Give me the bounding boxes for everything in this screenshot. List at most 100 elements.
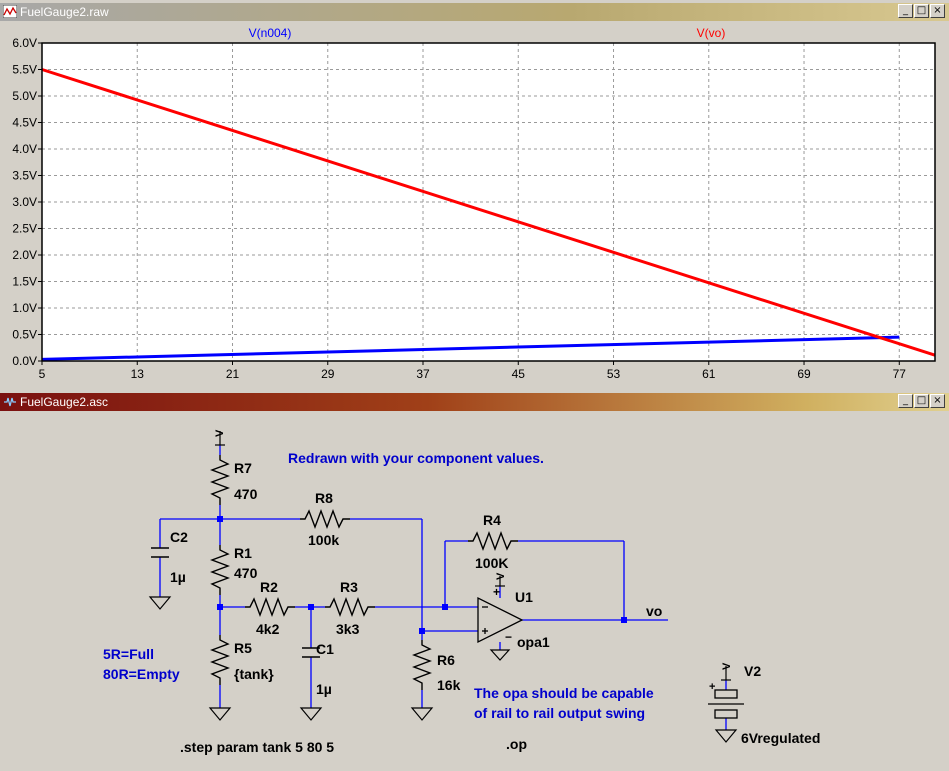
waveform-plot[interactable]: V(n004) V(vo) 0.0V 0.5V 1.0V 1.5V 2.0V 2.5V 3.…: [0, 21, 949, 392]
r7-value: 470: [234, 486, 258, 502]
directive-step: .step param tank 5 80 5: [180, 739, 334, 755]
waveform-icon: [3, 5, 17, 18]
resistor-r3-icon[interactable]: [325, 597, 375, 617]
r4-value: 100K: [475, 555, 508, 571]
y-tick-label: 3.5V: [12, 169, 37, 183]
y-tick-label: 5.0V: [12, 89, 37, 103]
r3-name: R3: [340, 579, 358, 595]
r5-value: {tank}: [234, 666, 274, 682]
comment-opa-line1: The opa should be capable: [474, 685, 654, 701]
close-button[interactable]: ×: [930, 4, 945, 18]
opamp-u1-icon[interactable]: [477, 596, 524, 644]
supply-flag-icon: [721, 666, 731, 681]
supply-label: V: [495, 572, 507, 580]
r8-name: R8: [315, 490, 333, 506]
u1-value: opa1: [517, 634, 550, 650]
y-tick-label: 5.5V: [12, 63, 37, 77]
ground-icon: [489, 649, 511, 661]
trace-vvo[interactable]: [41, 68, 936, 357]
resistor-r4-icon[interactable]: [468, 531, 518, 551]
schematic-canvas[interactable]: V V V + − +: [0, 411, 949, 771]
x-tick-label: 29: [321, 367, 335, 381]
comment-opa-line2: of rail to rail output swing: [474, 705, 645, 721]
ground-icon: [148, 596, 172, 610]
legend-vn004[interactable]: V(n004): [249, 26, 292, 40]
r4-name: R4: [483, 512, 501, 528]
junctions: [217, 516, 627, 634]
r3-value: 3k3: [336, 621, 360, 637]
c2-value: 1µ: [170, 569, 186, 585]
directive-op: .op: [506, 736, 527, 752]
u1-name: U1: [515, 589, 533, 605]
minimize-button[interactable]: _: [898, 4, 913, 18]
x-tick-label: 77: [893, 367, 907, 381]
r6-value: 16k: [437, 677, 461, 693]
resistor-r2-icon[interactable]: [245, 597, 295, 617]
maximize-button[interactable]: □: [914, 4, 929, 18]
ground-icon: [208, 707, 232, 721]
c2-name: C2: [170, 529, 188, 545]
net-label-vo: vo: [646, 603, 662, 619]
plot-window-titlebar[interactable]: FuelGauge2.raw _ □ ×: [0, 3, 949, 21]
y-tick-label: 0.0V: [12, 354, 37, 368]
supply-flag-icon: [495, 576, 505, 587]
y-tick-label: 2.0V: [12, 248, 37, 262]
r8-value: 100k: [308, 532, 339, 548]
capacitor-c2-icon[interactable]: [151, 547, 169, 558]
y-tick-label: 4.5V: [12, 116, 37, 130]
x-tick-label: 61: [702, 367, 716, 381]
schematic-window-title: FuelGauge2.asc: [20, 395, 109, 409]
voltage-source-v2-icon[interactable]: [708, 689, 744, 719]
comment-redrawn: Redrawn with your component values.: [288, 450, 544, 466]
r1-name: R1: [234, 545, 252, 561]
traces: [41, 68, 936, 361]
x-tick-label: 53: [607, 367, 621, 381]
y-tick-label: 3.0V: [12, 195, 37, 209]
y-tick-label: 2.5V: [12, 222, 37, 236]
resistor-r1-icon[interactable]: [210, 545, 230, 595]
opamp-vplus-pin: +: [493, 585, 500, 599]
schematic-window-titlebar[interactable]: FuelGauge2.asc _ □ ×: [0, 393, 949, 411]
maximize-button[interactable]: □: [914, 394, 929, 408]
y-tick-label: 6.0V: [12, 36, 37, 50]
r6-name: R6: [437, 652, 455, 668]
x-tick-label: 5: [39, 367, 46, 381]
c1-name: C1: [316, 641, 334, 657]
supply-label: V: [214, 429, 226, 437]
trace-vn004[interactable]: [41, 335, 900, 361]
legend-vvo[interactable]: V(vo): [697, 26, 726, 40]
x-tick-label: 13: [131, 367, 145, 381]
capacitor-c1-icon[interactable]: [302, 647, 320, 658]
x-tick-label: 21: [226, 367, 240, 381]
v2-plus-sign: +: [709, 681, 715, 693]
y-tick-label: 1.5V: [12, 275, 37, 289]
resistor-r6-icon[interactable]: [412, 640, 432, 690]
c1-value: 1µ: [316, 681, 332, 697]
r2-value: 4k2: [256, 621, 280, 637]
x-tick-label: 45: [512, 367, 526, 381]
x-tick-label: 69: [797, 367, 811, 381]
supply-label: V: [721, 662, 733, 670]
y-tick-label: 4.0V: [12, 142, 37, 156]
y-tick-label: 1.0V: [12, 301, 37, 315]
schematic-icon: [4, 397, 16, 407]
supply-flag-icon: [215, 431, 225, 446]
close-button[interactable]: ×: [930, 394, 945, 408]
r1-value: 470: [234, 565, 258, 581]
comment-full: 5R=Full: [103, 646, 154, 662]
wires: [159, 445, 727, 730]
resistor-r8-icon[interactable]: [300, 509, 350, 529]
r5-name: R5: [234, 640, 252, 656]
resistor-r7-icon[interactable]: [210, 455, 230, 505]
minimize-button[interactable]: _: [898, 394, 913, 408]
comment-empty: 80R=Empty: [103, 666, 180, 682]
ground-icon: [299, 707, 323, 721]
ground-icon: [714, 729, 738, 743]
ground-icon: [410, 707, 434, 721]
x-tick-label: 37: [416, 367, 430, 381]
plot-window-title: FuelGauge2.raw: [20, 5, 109, 19]
opamp-vminus-pin: −: [505, 630, 512, 644]
r7-name: R7: [234, 460, 252, 476]
y-tick-label: 0.5V: [12, 328, 37, 342]
resistor-r5-icon[interactable]: [210, 635, 230, 685]
